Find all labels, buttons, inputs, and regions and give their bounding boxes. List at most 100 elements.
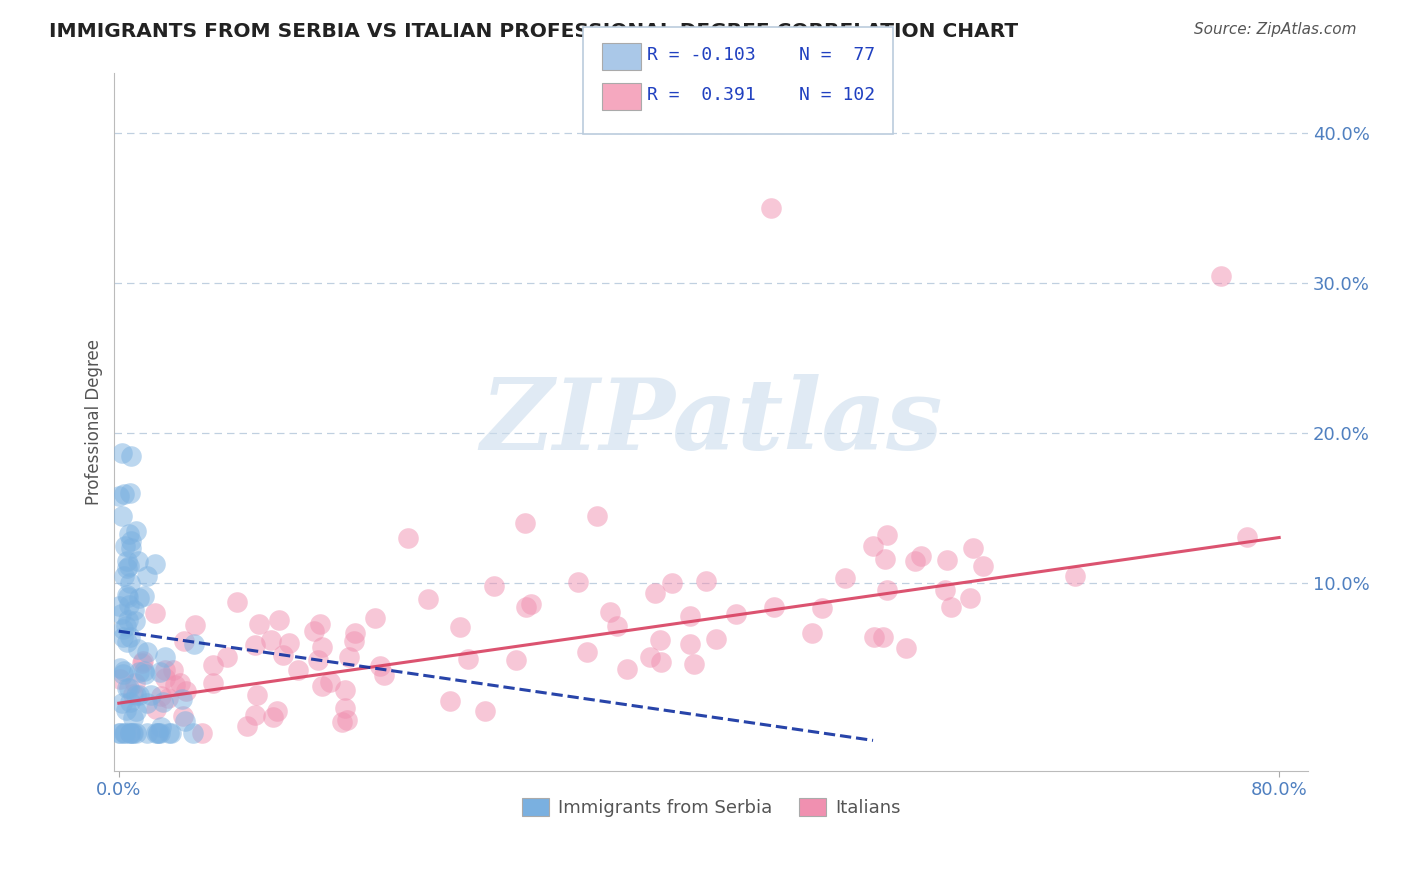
- Point: [136, 696, 159, 710]
- Point: [146, 726, 169, 740]
- Point: [112, 568, 135, 582]
- Point: [117, 561, 139, 575]
- Point: [482, 579, 505, 593]
- Point: [122, 687, 145, 701]
- Point: [439, 693, 461, 707]
- Point: [176, 684, 198, 698]
- Point: [128, 591, 150, 606]
- Point: [638, 650, 661, 665]
- Point: [862, 539, 884, 553]
- Point: [128, 688, 150, 702]
- Point: [149, 726, 172, 740]
- Point: [246, 688, 269, 702]
- Y-axis label: Professional Degree: Professional Degree: [86, 339, 103, 505]
- Point: [125, 524, 148, 538]
- Point: [872, 630, 894, 644]
- Point: [262, 710, 284, 724]
- Point: [112, 665, 135, 679]
- Point: [134, 664, 156, 678]
- Point: [1064, 568, 1087, 582]
- Point: [183, 637, 205, 651]
- Point: [201, 658, 224, 673]
- Point: [124, 614, 146, 628]
- Point: [474, 704, 496, 718]
- Point: [679, 609, 702, 624]
- Point: [311, 640, 333, 655]
- Text: IMMIGRANTS FROM SERBIA VS ITALIAN PROFESSIONAL DEGREE CORRELATION CHART: IMMIGRANTS FROM SERBIA VS ITALIAN PROFES…: [49, 22, 1018, 41]
- Point: [243, 638, 266, 652]
- Point: [114, 726, 136, 740]
- Point: [108, 489, 131, 503]
- Point: [333, 683, 356, 698]
- Point: [174, 714, 197, 728]
- Point: [457, 651, 479, 665]
- Point: [370, 659, 392, 673]
- Point: [153, 650, 176, 665]
- Point: [364, 611, 387, 625]
- Point: [108, 661, 131, 675]
- Point: [118, 599, 141, 613]
- Text: R =  0.391: R = 0.391: [647, 87, 755, 104]
- Point: [160, 726, 183, 740]
- Point: [131, 654, 153, 668]
- Point: [515, 600, 537, 615]
- Point: [763, 600, 786, 615]
- Text: Source: ZipAtlas.com: Source: ZipAtlas.com: [1194, 22, 1357, 37]
- Point: [118, 558, 141, 573]
- Point: [127, 642, 149, 657]
- Point: [418, 592, 440, 607]
- Point: [111, 508, 134, 523]
- Point: [134, 667, 156, 681]
- Point: [135, 726, 157, 740]
- Point: [260, 632, 283, 647]
- Point: [115, 635, 138, 649]
- Point: [606, 619, 628, 633]
- Point: [124, 676, 146, 690]
- Point: [271, 648, 294, 663]
- Point: [1236, 530, 1258, 544]
- Point: [342, 633, 364, 648]
- Point: [704, 632, 727, 646]
- Point: [616, 662, 638, 676]
- Point: [519, 597, 541, 611]
- Point: [373, 668, 395, 682]
- Point: [145, 726, 167, 740]
- Point: [125, 726, 148, 740]
- Point: [156, 690, 179, 705]
- Point: [904, 554, 927, 568]
- Point: [112, 726, 135, 740]
- Point: [111, 697, 134, 711]
- Point: [337, 650, 360, 665]
- Point: [683, 657, 706, 672]
- Point: [959, 591, 981, 606]
- Point: [201, 676, 224, 690]
- Point: [226, 595, 249, 609]
- Point: [115, 553, 138, 567]
- Point: [157, 726, 180, 740]
- Point: [873, 552, 896, 566]
- Point: [169, 676, 191, 690]
- Point: [567, 575, 589, 590]
- Point: [811, 600, 834, 615]
- Point: [120, 449, 142, 463]
- Point: [761, 201, 783, 215]
- Legend: Immigrants from Serbia, Italians: Immigrants from Serbia, Italians: [515, 791, 908, 824]
- Point: [135, 645, 157, 659]
- Point: [108, 599, 131, 614]
- Point: [586, 508, 609, 523]
- Point: [115, 681, 138, 695]
- Point: [449, 620, 471, 634]
- Point: [650, 633, 672, 648]
- Point: [644, 586, 666, 600]
- Point: [115, 703, 138, 717]
- Point: [128, 665, 150, 680]
- Text: N =  77: N = 77: [799, 46, 875, 64]
- Point: [110, 607, 132, 622]
- Point: [143, 557, 166, 571]
- Point: [661, 576, 683, 591]
- Point: [152, 695, 174, 709]
- Point: [245, 708, 267, 723]
- Point: [800, 625, 823, 640]
- Point: [962, 541, 984, 555]
- Point: [935, 553, 957, 567]
